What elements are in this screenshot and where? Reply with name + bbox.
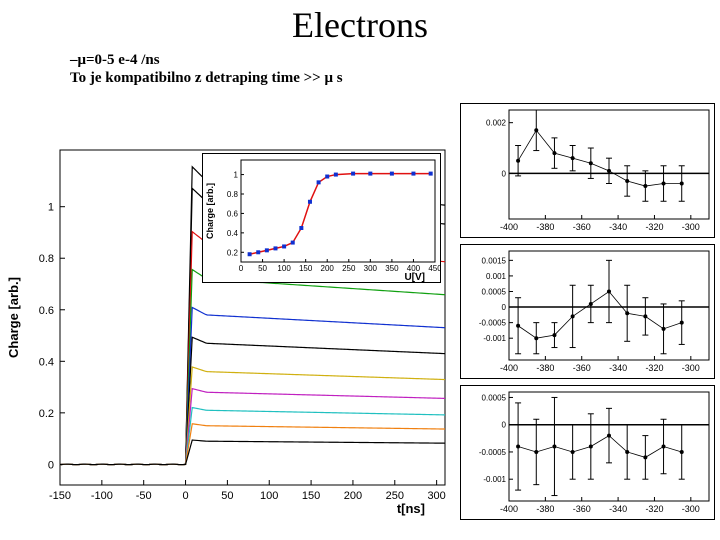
svg-text:-360: -360 <box>573 222 591 232</box>
svg-text:-320: -320 <box>645 222 663 232</box>
svg-text:-380: -380 <box>536 504 554 514</box>
svg-text:0.001: 0.001 <box>486 272 507 281</box>
svg-text:-360: -360 <box>573 504 591 514</box>
svg-text:50: 50 <box>221 490 233 502</box>
svg-text:200: 200 <box>321 264 335 273</box>
svg-text:300: 300 <box>427 490 445 502</box>
side-panel-1: -400 -380 -360 -340 -320 -300 -0.001 -0.0005 0 0.… <box>460 244 715 379</box>
svg-text:0: 0 <box>502 169 507 178</box>
svg-text:-50: -50 <box>136 490 152 502</box>
svg-text:0.2: 0.2 <box>39 408 54 420</box>
svg-text:100: 100 <box>260 490 278 502</box>
svg-text:150: 150 <box>302 490 320 502</box>
svg-text:-400: -400 <box>500 222 518 232</box>
svg-text:1: 1 <box>234 171 239 180</box>
svg-text:-380: -380 <box>536 363 554 373</box>
svg-text:0: 0 <box>502 421 507 430</box>
svg-text:0.8: 0.8 <box>227 190 239 199</box>
svg-text:150: 150 <box>299 264 313 273</box>
side-panel-2: -400 -380 -360 -340 -320 -300 -0.001 -0.0005 0 0.… <box>460 385 715 520</box>
svg-text:0.8: 0.8 <box>39 253 54 265</box>
svg-text:-400: -400 <box>500 363 518 373</box>
svg-text:0: 0 <box>502 303 507 312</box>
svg-text:-150: -150 <box>49 490 71 502</box>
svg-text:250: 250 <box>342 264 356 273</box>
svg-text:-340: -340 <box>609 222 627 232</box>
svg-text:-0.001: -0.001 <box>483 334 506 343</box>
svg-text:-300: -300 <box>682 222 700 232</box>
svg-text:300: 300 <box>364 264 378 273</box>
svg-text:U[V]: U[V] <box>404 272 425 282</box>
svg-text:-100: -100 <box>91 490 113 502</box>
svg-text:100: 100 <box>277 264 291 273</box>
svg-text:-0.0005: -0.0005 <box>479 319 507 328</box>
svg-text:-320: -320 <box>645 363 663 373</box>
svg-text:-0.0005: -0.0005 <box>479 448 507 457</box>
svg-text:0.6: 0.6 <box>39 305 54 317</box>
svg-text:Charge [arb.]: Charge [arb.] <box>205 183 215 239</box>
svg-text:-340: -340 <box>609 363 627 373</box>
svg-text:0.002: 0.002 <box>486 119 507 128</box>
svg-text:50: 50 <box>258 264 267 273</box>
inset-chart: 0501001502002503003504004500.20.40.60.81… <box>202 153 441 283</box>
svg-text:350: 350 <box>385 264 399 273</box>
svg-text:0.0005: 0.0005 <box>482 393 507 402</box>
svg-text:0.0005: 0.0005 <box>482 287 507 296</box>
svg-text:t[ns]: t[ns] <box>397 501 425 516</box>
svg-text:0.0015: 0.0015 <box>482 256 507 265</box>
parameter-text: –μ=0-5 e-4 /ns <box>70 52 160 69</box>
svg-text:-360: -360 <box>573 363 591 373</box>
svg-text:0: 0 <box>239 264 244 273</box>
svg-text:450: 450 <box>428 264 440 273</box>
compatibility-text: To je kompatibilno z detraping time >> μ… <box>70 70 343 87</box>
svg-text:-300: -300 <box>682 363 700 373</box>
svg-text:0: 0 <box>182 490 188 502</box>
svg-text:0: 0 <box>48 459 54 471</box>
svg-text:0.2: 0.2 <box>227 248 239 257</box>
svg-text:Charge [arb.]: Charge [arb.] <box>6 277 21 358</box>
svg-text:-320: -320 <box>645 504 663 514</box>
svg-text:0.6: 0.6 <box>227 209 239 218</box>
svg-text:-380: -380 <box>536 222 554 232</box>
svg-text:-300: -300 <box>682 504 700 514</box>
side-panel-0: -400 -380 -360 -340 -320 -300 0 0.002 <box>460 103 715 238</box>
svg-text:-400: -400 <box>500 504 518 514</box>
svg-text:0.4: 0.4 <box>39 356 54 368</box>
page-title: Electrons <box>0 4 720 46</box>
svg-text:1: 1 <box>48 202 54 214</box>
svg-text:-0.001: -0.001 <box>483 475 506 484</box>
svg-text:-340: -340 <box>609 504 627 514</box>
svg-text:0.4: 0.4 <box>227 229 239 238</box>
svg-text:200: 200 <box>344 490 362 502</box>
